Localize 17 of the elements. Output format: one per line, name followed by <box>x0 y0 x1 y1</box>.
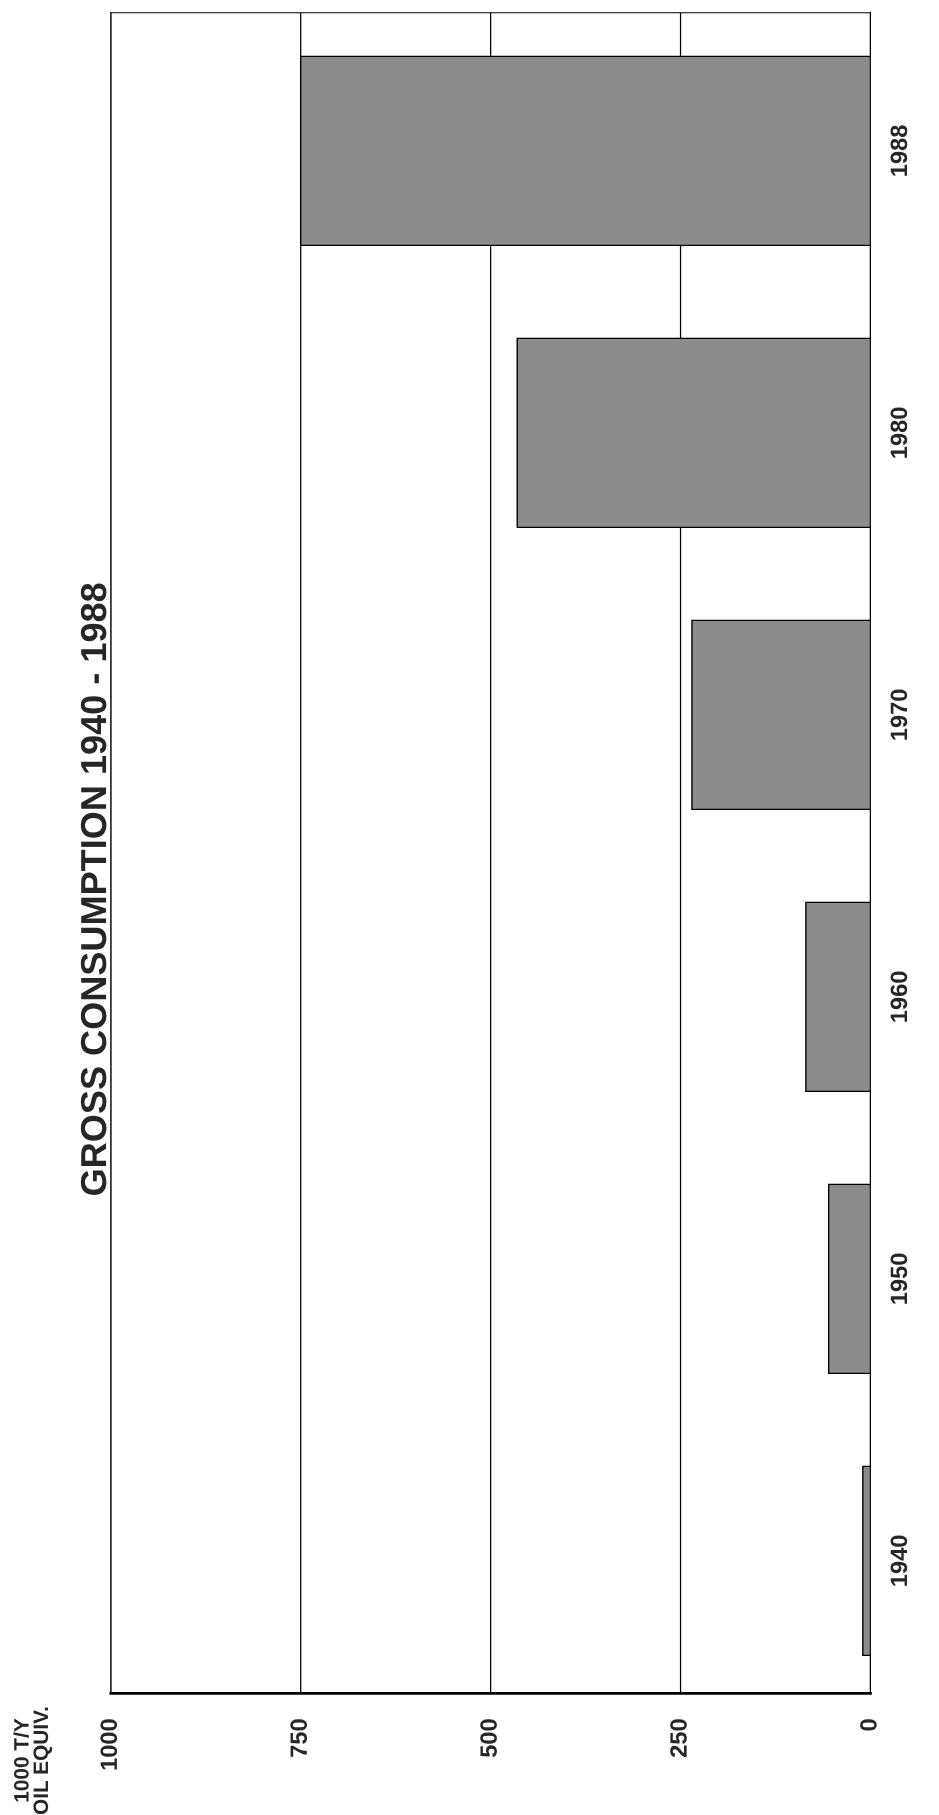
x-tick-label: 1000 <box>100 1719 118 1770</box>
y-tick-label: 1988 <box>890 125 908 176</box>
bar <box>805 901 871 1093</box>
bar <box>827 1183 871 1375</box>
y-tick-label: 1970 <box>890 689 908 740</box>
x-tick-label: 250 <box>670 1719 687 1757</box>
x-tick-label: 750 <box>290 1719 308 1757</box>
y-tick-label: 1950 <box>890 1253 908 1304</box>
y-tick-label: 1980 <box>890 407 908 458</box>
x-tick-label: 0 <box>860 1719 877 1731</box>
text: GROSS CONSUMPTION 1940 - 1988 <box>80 583 107 1195</box>
bar <box>691 619 871 811</box>
text: 1000 T/Y OIL EQUIV. <box>13 1707 53 1815</box>
bar <box>862 1465 871 1657</box>
y-tick-label: 1940 <box>890 1535 908 1586</box>
y-tick-label: 1960 <box>890 971 908 1022</box>
x-tick-label: 500 <box>480 1719 497 1758</box>
